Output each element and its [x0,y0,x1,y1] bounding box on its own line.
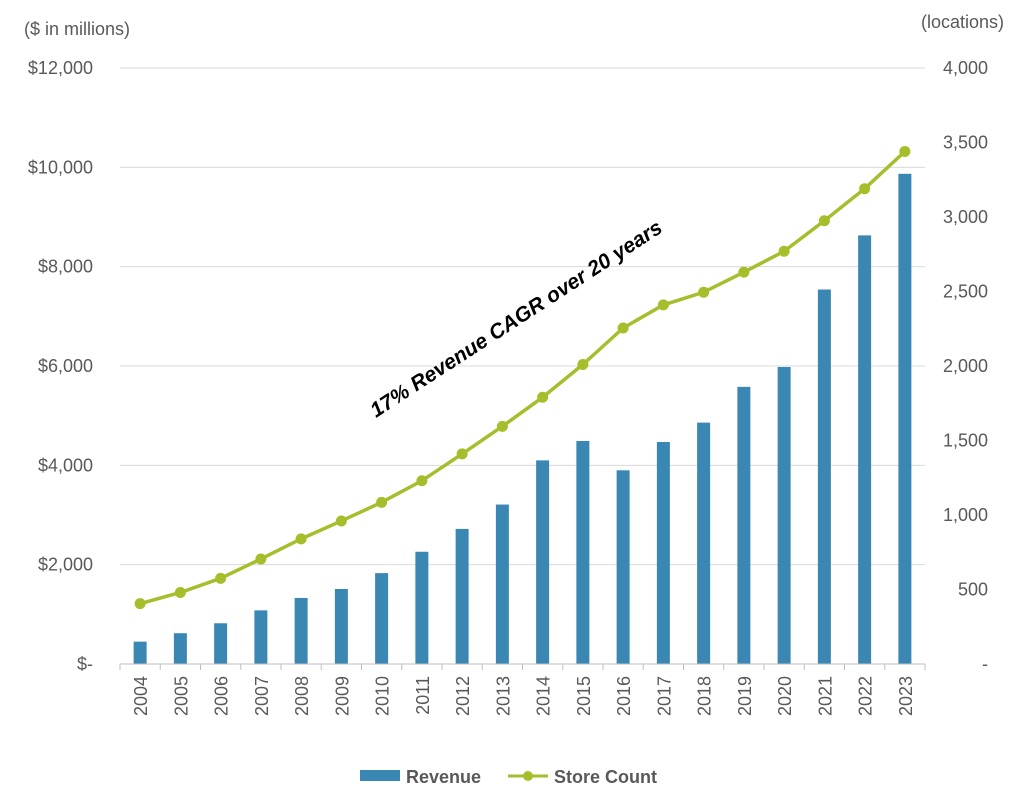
store-count-point [215,572,227,584]
x-tick-label: 2008 [292,676,312,716]
store-count-point [657,299,669,311]
store-count-point [335,515,347,527]
right-tick-label: - [982,654,988,674]
store-count-point [617,322,629,334]
right-tick-label: 2,500 [943,282,988,302]
x-tick-label: 2014 [534,676,554,716]
store-count-path [139,150,907,606]
store-count-line [134,145,911,610]
left-tick-label: $- [77,654,93,674]
revenue-bar [375,573,389,664]
x-tick-label: 2004 [131,676,151,716]
legend-store-count-swatch-marker [523,771,533,781]
left-tick-label: $12,000 [28,58,93,78]
x-tick-label: 2011 [413,676,433,715]
x-tick-label: 2007 [252,676,272,716]
right-tick-label: 3,500 [943,133,988,153]
store-count-point [134,598,146,610]
left-tick-label: $4,000 [38,455,93,475]
x-tick-label: 2013 [493,676,513,716]
revenue-bar [214,623,228,664]
right-tick-label: 500 [958,580,988,600]
legend-revenue-swatch [360,770,400,781]
legend: Revenue Store Count [360,767,657,787]
store-count-point [537,391,549,403]
store-count-point [456,448,468,460]
store-count-point [859,183,871,195]
x-axis: 2004 2005 2006 2007 2008 2009 2010 2011 2012 2013… [119,663,926,716]
revenue-bar [697,422,711,664]
gridlines [120,67,925,566]
revenue-bar [737,386,751,664]
store-count-point [577,359,589,371]
revenue-bar [616,470,630,664]
right-tick-label: 1,000 [943,505,988,525]
revenue-bar [656,441,670,664]
revenue-bar [536,460,550,664]
left-axis-unit-label: ($ in millions) [24,19,130,39]
store-count-point [416,475,428,487]
legend-store-count-label: Store Count [554,767,657,787]
right-tick-label: 1,500 [943,431,988,451]
x-tick-label: 2016 [614,676,634,716]
x-tick-label: 2023 [896,676,916,716]
left-tick-label: $2,000 [38,555,93,575]
store-count-point [738,266,750,278]
revenue-bar [777,366,791,664]
x-tick-label: 2019 [735,676,755,716]
revenue-bar [173,633,187,664]
x-tick-label: 2010 [373,676,393,716]
x-tick-label: 2020 [775,676,795,716]
revenue-bar [576,440,590,664]
right-tick-label: 2,000 [943,356,988,376]
revenue-bar [254,610,268,664]
store-count-point [899,145,911,157]
left-tick-label: $8,000 [38,257,93,277]
store-count-point [376,496,388,508]
left-tick-label: $10,000 [28,157,93,177]
x-tick-label: 2015 [574,676,594,716]
revenue-bar [858,235,872,665]
x-tick-label: 2018 [695,676,715,716]
revenue-bar [898,173,912,665]
x-tick-label: 2006 [212,676,232,716]
right-tick-label: 3,000 [943,207,988,227]
x-tick-label: 2009 [332,676,352,716]
revenue-bar [455,528,469,664]
right-tick-label: 4,000 [943,58,988,78]
store-count-point [778,245,790,257]
revenue-bar [817,289,831,664]
x-tick-label: 2017 [654,676,674,716]
right-axis-unit-label: (locations) [921,12,1004,32]
revenue-bars [133,173,912,665]
x-tick-label: 2022 [856,676,876,716]
store-count-point [295,533,307,545]
store-count-point [174,586,186,598]
left-tick-label: $6,000 [38,356,93,376]
revenue-bar [133,641,147,664]
right-axis: - 500 1,000 1,500 2,000 2,500 3,000 3,500 4,000 [943,58,988,674]
revenue-bar [334,589,348,664]
revenue-bar [294,597,308,664]
x-tick-label: 2021 [815,676,835,716]
left-axis: $- $2,000 $4,000 $6,000 $8,000 $10,000 $12,000 [28,58,93,674]
cagr-annotation: 17% Revenue CAGR over 20 years [366,216,666,422]
revenue-bar [495,504,509,664]
legend-revenue-label: Revenue [406,767,481,787]
store-count-point [255,553,267,565]
store-count-point [496,420,508,432]
revenue-bar [415,551,429,664]
store-count-point [818,215,830,227]
x-tick-label: 2012 [453,676,473,716]
x-tick-label: 2005 [171,676,191,716]
store-count-point [698,286,710,298]
